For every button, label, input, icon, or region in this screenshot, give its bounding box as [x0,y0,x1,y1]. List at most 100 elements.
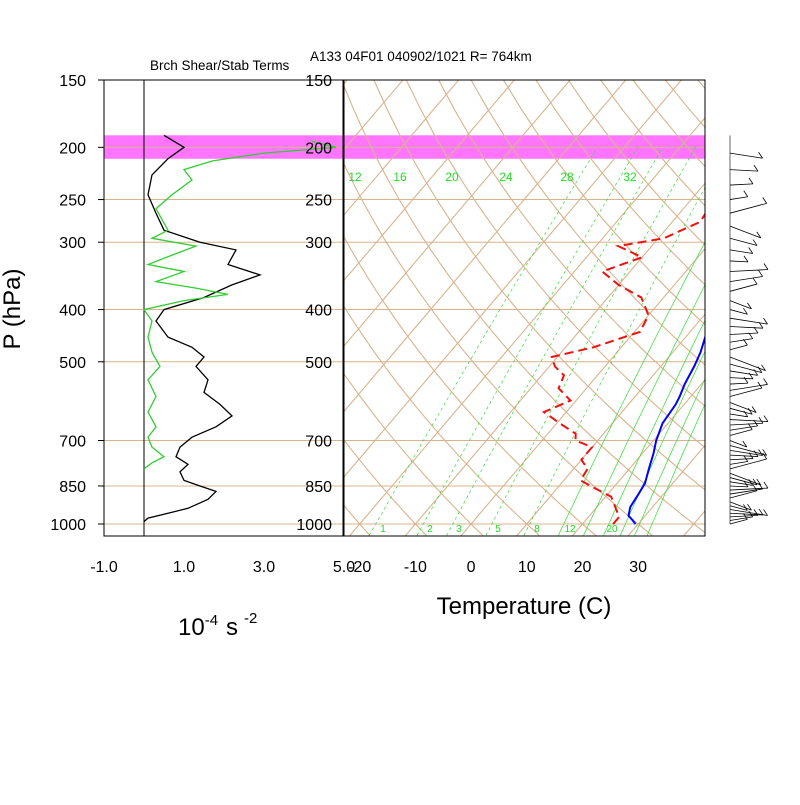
isotherm-line [734,47,800,543]
wind-barb-staff [730,276,763,281]
mixing-ratio-line [647,147,800,535]
pressure-tick-label: 200 [59,140,86,157]
wind-barb-staff [730,345,747,350]
mixing-ratio-line [604,147,793,535]
wind-barb-staff [730,333,758,334]
pressure-tick-label: 400 [59,303,86,320]
temperature-tick-label: 20 [574,559,592,576]
dry-adiabat-line [703,47,800,536]
wind-barb-staff [730,378,753,379]
pressure-tick-label: 300 [305,235,332,252]
isotherm-line [344,47,765,543]
wind-barb-feather [754,165,758,171]
right-panel-xlabel: Temperature (C) [437,593,612,620]
xlabel-base: 10 [178,614,205,641]
pressure-tick-label: 850 [305,479,332,496]
wind-barb-feather [764,378,768,384]
isotherm-line [177,47,598,543]
mixing-ratio-line [635,147,800,535]
wind-barb-staff [730,284,757,291]
wind-barb-staff [730,184,753,185]
dry-adiabat-line [81,47,257,536]
mixing-ratio-label: 32 [623,170,637,184]
left-x-tick-label: -1.0 [90,559,118,576]
mixing-ratio-label: 16 [393,170,407,184]
mixing-ratio-label: 12 [564,524,576,535]
wind-barb-staff [730,414,748,417]
mixing-ratio-label: 28 [560,170,574,184]
wind-barb-staff [730,517,753,521]
right-panel-title: A133 04F01 040902/1021 R= 764km [310,49,532,64]
wind-barb-staff [730,402,756,412]
mixing-ratio-label: 2 [427,524,433,535]
dry-adiabat-line [547,47,800,536]
wind-barb-staff [730,459,767,469]
pressure-tick-label: 150 [59,73,86,90]
dry-adiabat-line [578,47,800,536]
left-x-tick-label: 3.0 [253,559,275,576]
mixing-ratio-label: 5 [495,524,501,535]
dry-adiabat-line [796,47,800,536]
wind-barb-staff [730,423,763,425]
dry-adiabat-line [298,47,652,536]
isotherm-line [0,47,376,543]
y-axis-label: P (hPa) [0,269,26,350]
wind-barb-staff [730,371,758,375]
wind-barb-staff [730,238,757,245]
dry-adiabat-line [454,47,800,536]
dry-adiabat-line [267,47,596,536]
wind-barb-staff [730,430,752,436]
temperature-tick-label: -10 [404,559,427,576]
wind-barb-feather [763,197,767,203]
isotherm-line [10,47,431,543]
dry-adiabat-line [765,47,800,536]
wind-barb-staff [730,226,761,238]
isotherm-line [66,47,487,543]
mixing-ratio-line [558,147,755,535]
pressure-tick-label: 1000 [50,517,86,534]
mixing-ratio-line [486,147,695,535]
pressure-tick-label: 700 [59,434,86,451]
wind-barb-staff [730,250,753,254]
isotherm-line [400,47,800,543]
pressure-tick-label: 200 [305,140,332,157]
wind-barb-staff [730,203,767,213]
wind-barb-staff [730,459,753,460]
wind-barb-feather [749,178,753,184]
pressure-tick-label: 400 [305,303,332,320]
mixing-ratio-label: 1 [380,524,386,535]
wind-barb-staff [730,486,748,487]
wind-barb-staff [730,270,768,272]
isotherm-line [456,47,800,543]
pressure-tick-label: 850 [59,479,86,496]
pressure-tick-label: 500 [305,355,332,372]
pressure-tick-label: 300 [59,235,86,252]
dry-adiabat-line [485,47,800,536]
mixing-ratio-label: 24 [499,170,513,184]
wind-barb-staff [730,153,763,158]
wind-barb-feather [759,417,763,423]
wind-barb-feather [753,278,757,284]
temperature-tick-label: 10 [518,559,536,576]
wind-barb-feather [754,451,758,457]
mixing-ratio-label: 3 [456,524,462,535]
isotherm-line [289,47,710,543]
wind-barb-feather [764,264,768,270]
pressure-tick-label: 500 [59,355,86,372]
pressure-tick-label: 250 [305,193,332,210]
wind-barb-staff [730,261,748,262]
wind-barb-staff [730,426,758,430]
pressure-tick-label: 700 [305,434,332,451]
xlabel-unit: s [226,614,238,641]
wind-barb-feather [764,416,768,422]
wind-barb-feather [744,256,748,262]
left-panel-title: Brch Shear/Stab Terms [150,58,290,73]
wind-barb-feather [759,270,763,276]
wind-barbs [730,135,768,524]
pressure-tick-label: 1000 [296,517,332,534]
pressure-tick-label: 150 [305,73,332,90]
mixing-ratio-label: 8 [534,524,540,535]
